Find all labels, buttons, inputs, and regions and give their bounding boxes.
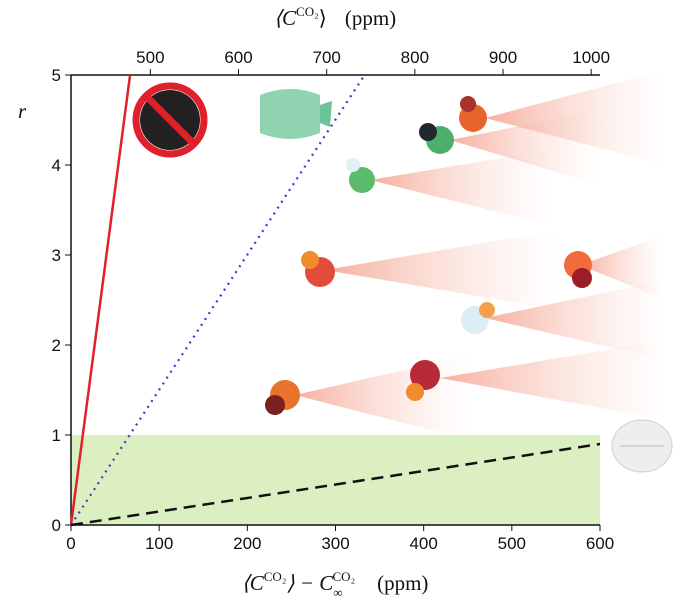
y-tick-label: 5 xyxy=(52,66,61,85)
y-tick-label: 3 xyxy=(52,246,61,265)
top-tick-label: 1000 xyxy=(572,48,610,67)
y-tick-label: 2 xyxy=(52,336,61,355)
y-tick-label: 0 xyxy=(52,516,61,535)
top-axis-label: ⟨CCO₂⟩ (ppm) xyxy=(274,4,396,30)
line-series xyxy=(70,442,601,527)
x-tick-label: 0 xyxy=(66,534,75,553)
x-tick-label: 300 xyxy=(321,534,349,553)
line-series xyxy=(69,74,132,526)
top-tick-label: 600 xyxy=(224,48,252,67)
top-tick-label: 500 xyxy=(136,48,164,67)
top-tick-label: 700 xyxy=(312,48,340,67)
y-tick-label: 1 xyxy=(52,426,61,445)
illustration xyxy=(132,70,673,473)
x-tick-label: 500 xyxy=(498,534,526,553)
plot-area xyxy=(65,69,601,531)
x-tick-label: 100 xyxy=(145,534,173,553)
top-tick-label: 800 xyxy=(401,48,429,67)
x-tick-label: 400 xyxy=(409,534,437,553)
shaded-region xyxy=(71,435,600,525)
x-axis-label: ⟨CCO₂⟩ − C∞CO₂ (ppm) xyxy=(242,569,429,600)
x-tick-label: 200 xyxy=(233,534,261,553)
top-tick-label: 900 xyxy=(489,48,517,67)
x-tick-label: 600 xyxy=(586,534,614,553)
y-axis-label: r xyxy=(18,99,27,123)
y-tick-label: 4 xyxy=(52,156,61,175)
